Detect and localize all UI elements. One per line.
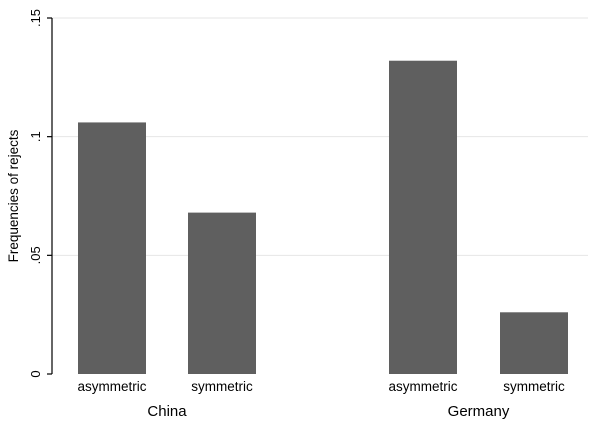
y-tick-label: .1 bbox=[28, 131, 43, 142]
bar-germany-asymmetric bbox=[389, 60, 457, 374]
bar-germany-symmetric bbox=[500, 312, 568, 374]
category-label: asymmetric bbox=[388, 379, 457, 394]
group-label: China bbox=[147, 403, 187, 420]
category-label: symmetric bbox=[191, 379, 253, 394]
y-tick-label: .15 bbox=[28, 9, 43, 27]
y-axis-title: Frequencies of rejects bbox=[6, 129, 21, 262]
category-label: symmetric bbox=[503, 379, 565, 394]
bar-china-symmetric bbox=[188, 212, 256, 374]
bars bbox=[78, 60, 568, 374]
group-label: Germany bbox=[448, 403, 510, 420]
y-tick-label: 0 bbox=[28, 370, 43, 377]
bar-china-asymmetric bbox=[78, 122, 146, 374]
y-tick-label: .05 bbox=[28, 246, 43, 264]
y-axis-ticks: 0 .05 .1 .15 bbox=[28, 9, 52, 378]
category-label: asymmetric bbox=[77, 379, 146, 394]
